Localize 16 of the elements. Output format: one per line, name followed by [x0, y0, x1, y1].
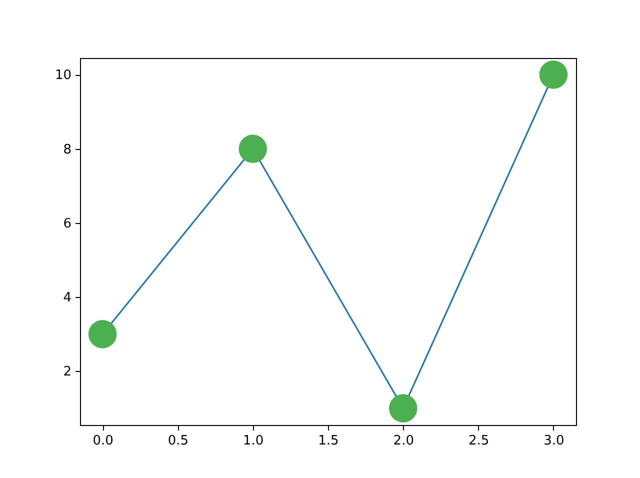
- x-tick-label: 3.0: [544, 434, 564, 448]
- point: [88, 320, 117, 348]
- point: [238, 134, 267, 163]
- x-tick-label: 2.0: [393, 434, 414, 448]
- y-tick-label: 10: [54, 68, 72, 84]
- y-tick-label: 4: [63, 290, 72, 306]
- x-tick-label: 1.5: [318, 434, 339, 448]
- x-tick-label: 1.0: [243, 434, 264, 448]
- x-tick-label: 2.5: [468, 434, 490, 448]
- x-tick-label: 0.5: [168, 434, 189, 448]
- y-tick-label: 8: [63, 142, 72, 158]
- point: [389, 394, 418, 422]
- x-tick-label: 0.0: [92, 434, 114, 448]
- point: [539, 60, 568, 89]
- y-tick-label: 6: [63, 216, 72, 232]
- y-tick-label: 2: [63, 364, 72, 380]
